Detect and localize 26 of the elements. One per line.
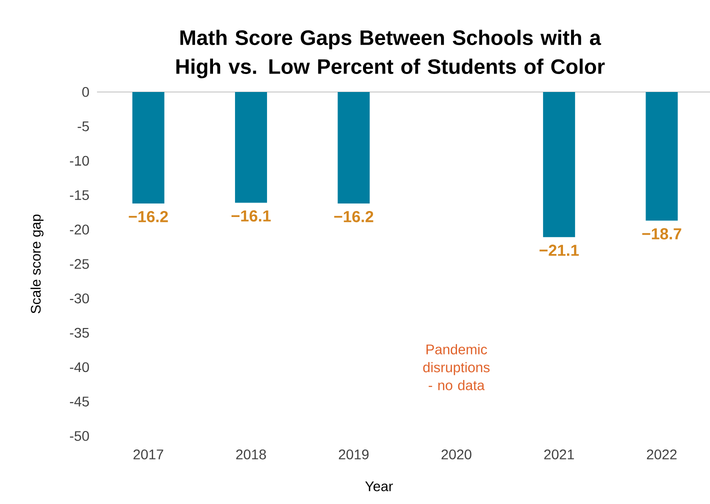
data-label: −16.2	[128, 210, 168, 222]
y-tick-label: -25	[70, 259, 89, 269]
annotation: Pandemic disruptions - no data	[423, 344, 490, 390]
y-tick-label: -50	[70, 431, 89, 441]
y-tick-label: -30	[70, 293, 89, 304]
data-label: −16.2	[334, 210, 374, 222]
x-tick-label: 2019	[338, 449, 369, 460]
chart-title: Math Score Gaps Between Schools with a High vs. Low Percent of Students of Color	[176, 30, 605, 78]
data-label: −18.7	[642, 228, 682, 240]
x-axis-title: Year	[365, 482, 393, 492]
data-label: −21.1	[540, 244, 579, 256]
data-label: −16.1	[232, 210, 271, 222]
x-tick-label: 2018	[236, 449, 266, 460]
x-tick-label: 2017	[134, 449, 164, 460]
y-axis-title: Scale score gap	[30, 214, 44, 314]
y-tick-label: -40	[70, 362, 89, 372]
y-tick-label: -10	[70, 156, 89, 166]
y-tick-label: -35	[70, 328, 89, 338]
x-tick-label: 2020	[442, 449, 472, 460]
x-tick-label: 2021	[544, 449, 574, 460]
x-tick-label: 2022	[646, 449, 677, 460]
y-tick-label: -5	[78, 122, 89, 132]
y-tick-label: 0	[82, 87, 89, 97]
y-tick-label: -15	[70, 190, 89, 200]
y-tick-label: -45	[70, 396, 89, 406]
y-tick-label: -20	[70, 224, 89, 235]
